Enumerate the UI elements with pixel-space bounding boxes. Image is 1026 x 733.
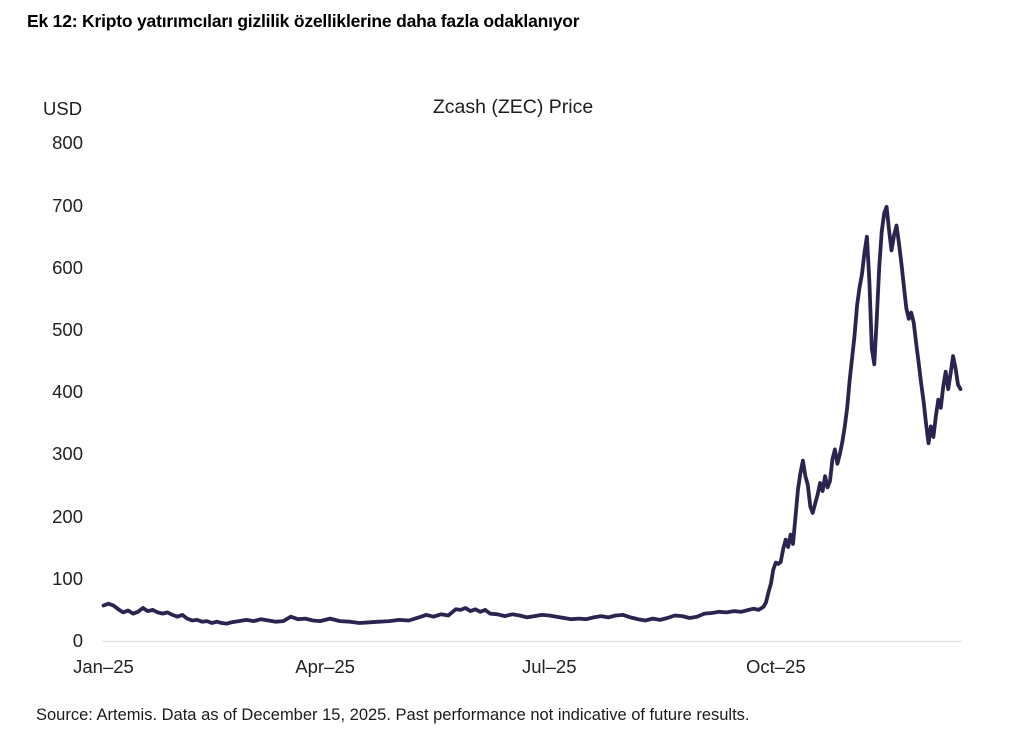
chart-title: Zcash (ZEC) Price	[432, 96, 594, 118]
source-note: Source: Artemis. Data as of December 15,…	[36, 706, 750, 724]
y-tick-label: 600	[52, 256, 83, 278]
y-axis-unit-label: USD	[43, 98, 83, 119]
price-line-series	[101, 204, 963, 626]
page-title: Ek 12: Kripto yatırımcıları gizlilik öze…	[27, 11, 580, 31]
y-tick-label: 700	[52, 194, 83, 216]
x-tick-label: Apr–25	[295, 656, 355, 677]
y-tick-label: 200	[52, 505, 83, 527]
x-tick-label: Jul–25	[521, 656, 577, 677]
y-tick-label: 100	[52, 567, 83, 589]
x-tick-label: Oct–25	[745, 656, 806, 677]
y-tick-label: 500	[52, 319, 83, 340]
y-tick-label: 800	[52, 132, 83, 154]
x-tick-label: Jan–25	[73, 656, 134, 677]
y-tick-label: 300	[52, 443, 83, 465]
y-tick-label: 400	[52, 381, 83, 403]
y-tick-label: 0	[72, 630, 83, 651]
